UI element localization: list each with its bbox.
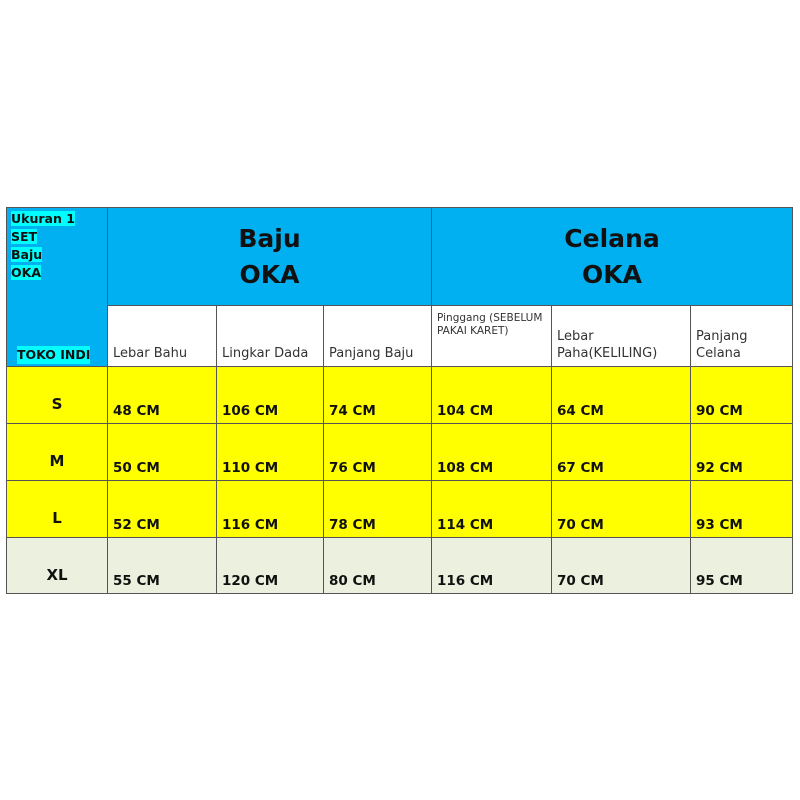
measurement-cell: 90 CM (690, 366, 794, 424)
measurement-cell: 52 CM (107, 480, 217, 538)
measurement-cell: 70 CM (551, 480, 692, 538)
size-chart-table: Ukuran 1 SET Baju OKA TOKO INDI Baju OKA … (6, 207, 794, 594)
measurement-cell: 92 CM (690, 423, 794, 481)
size-label: L (6, 480, 108, 538)
measurement-cell: 104 CM (431, 366, 553, 424)
table-row: L 52 CM 116 CM 78 CM 114 CM 70 CM 93 CM (6, 480, 794, 538)
measurement-cell: 55 CM (107, 537, 217, 594)
store-name: TOKO INDI (17, 346, 91, 364)
measurement-cell: 48 CM (107, 366, 217, 424)
corner-line: Baju (11, 247, 43, 262)
measurement-cell: 120 CM (216, 537, 324, 594)
column-header: Pinggang (SEBELUM PAKAI KARET) (431, 305, 553, 367)
measurement-cell: 70 CM (551, 537, 692, 594)
measurement-cell: 67 CM (551, 423, 692, 481)
column-header: Lebar Bahu (107, 305, 217, 367)
group-header-celana: Celana OKA (431, 207, 794, 306)
measurement-cell: 95 CM (690, 537, 794, 594)
table-row: M 50 CM 110 CM 76 CM 108 CM 67 CM 92 CM (6, 423, 794, 481)
column-header: Lingkar Dada (216, 305, 324, 367)
group-header-baju: Baju OKA (106, 207, 433, 306)
corner-line: OKA (11, 265, 41, 280)
measurement-cell: 50 CM (107, 423, 217, 481)
measurement-cell: 80 CM (322, 537, 433, 594)
size-label: S (6, 366, 108, 424)
measurement-cell: 93 CM (690, 480, 794, 538)
measurement-cell: 76 CM (322, 423, 433, 481)
table-row: XL 55 CM 120 CM 80 CM 116 CM 70 CM 95 CM (6, 537, 794, 594)
measurement-cell: 108 CM (431, 423, 553, 481)
column-header: Panjang Baju (322, 305, 433, 367)
measurement-cell: 106 CM (216, 366, 324, 424)
measurement-cell: 74 CM (322, 366, 433, 424)
measurement-cell: 114 CM (431, 480, 553, 538)
measurement-cell: 78 CM (322, 480, 433, 538)
corner-cell: Ukuran 1 SET Baju OKA TOKO INDI (6, 207, 108, 367)
measurement-cell: 116 CM (216, 480, 324, 538)
corner-line: SET (11, 229, 38, 244)
column-header: Lebar Paha(KELILING) (551, 305, 692, 367)
size-label: XL (6, 537, 108, 594)
size-label: M (6, 423, 108, 481)
measurement-cell: 116 CM (431, 537, 553, 594)
measurement-cell: 110 CM (216, 423, 324, 481)
measurement-cell: 64 CM (551, 366, 692, 424)
corner-line: Ukuran 1 (11, 211, 75, 226)
column-header: Panjang Celana (690, 305, 794, 367)
table-row: S 48 CM 106 CM 74 CM 104 CM 64 CM 90 CM (6, 366, 794, 424)
